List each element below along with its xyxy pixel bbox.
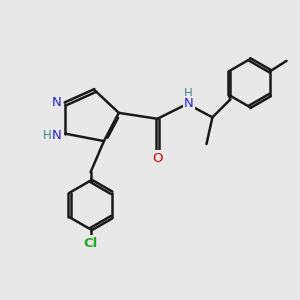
Text: H: H (43, 129, 51, 142)
Text: N: N (52, 96, 62, 109)
Text: Cl: Cl (83, 236, 98, 250)
Text: O: O (152, 152, 163, 164)
Text: H: H (184, 87, 193, 100)
Text: N: N (184, 98, 194, 110)
Text: N: N (52, 129, 62, 142)
